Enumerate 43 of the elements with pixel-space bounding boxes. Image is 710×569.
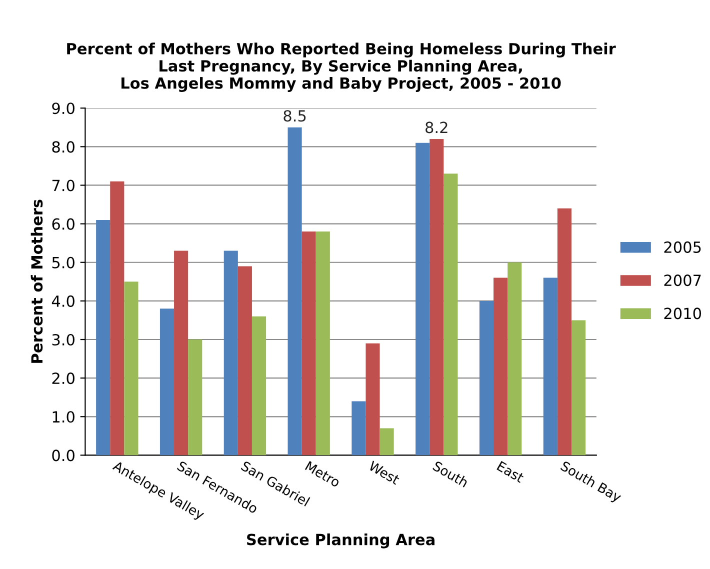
y-tick-label: 7.0: [52, 180, 74, 192]
bar: [174, 250, 188, 456]
bar: [366, 343, 380, 456]
y-tick-label: 4.0: [52, 295, 74, 307]
bar: [160, 308, 174, 456]
bar: [543, 278, 558, 456]
y-axis-title: Percent of Mothers: [30, 200, 43, 363]
bar: [110, 181, 124, 456]
legend-label: 2005: [664, 241, 701, 253]
bar: [316, 232, 330, 456]
y-tick-label: 9.0: [52, 102, 74, 114]
bar: [96, 220, 110, 456]
bar: [494, 278, 508, 456]
legend-label: 2007: [664, 274, 701, 286]
y-tick-label: 2.0: [52, 372, 74, 384]
y-tick-label: 8.0: [52, 141, 74, 153]
bar: [380, 428, 394, 456]
bar: [571, 320, 586, 456]
data-label: 8.2: [426, 122, 448, 134]
bar: [430, 138, 444, 456]
bar: [416, 142, 430, 456]
bar: [288, 127, 302, 456]
bar: [352, 401, 366, 456]
y-tick-label: 1.0: [52, 411, 74, 423]
bar: [252, 316, 266, 456]
chart-title: Percent of Mothers Who Reported Being Homeless During Their Last Pregnancy, By Service Planning Area, Los Angeles Mommy and Baby Project, 2005 - 2010: [67, 42, 616, 92]
bar: [557, 208, 572, 456]
bar: [444, 174, 458, 456]
y-tick-label: 0.0: [52, 450, 74, 462]
legend-label: 2010: [664, 308, 702, 320]
bar: [238, 266, 252, 456]
x-tick-label: East: [496, 461, 525, 483]
y-tick-label: 6.0: [52, 218, 74, 230]
bar: [302, 232, 316, 456]
x-axis-title: Service Planning Area: [247, 533, 434, 548]
bar: [224, 250, 238, 456]
y-tick-label: 5.0: [52, 256, 74, 268]
data-label: 8.5: [284, 110, 306, 122]
bar: [188, 340, 202, 456]
bar: [479, 300, 494, 456]
bar: [124, 282, 138, 456]
y-tick-label: 3.0: [52, 334, 74, 346]
bar: [508, 262, 522, 456]
